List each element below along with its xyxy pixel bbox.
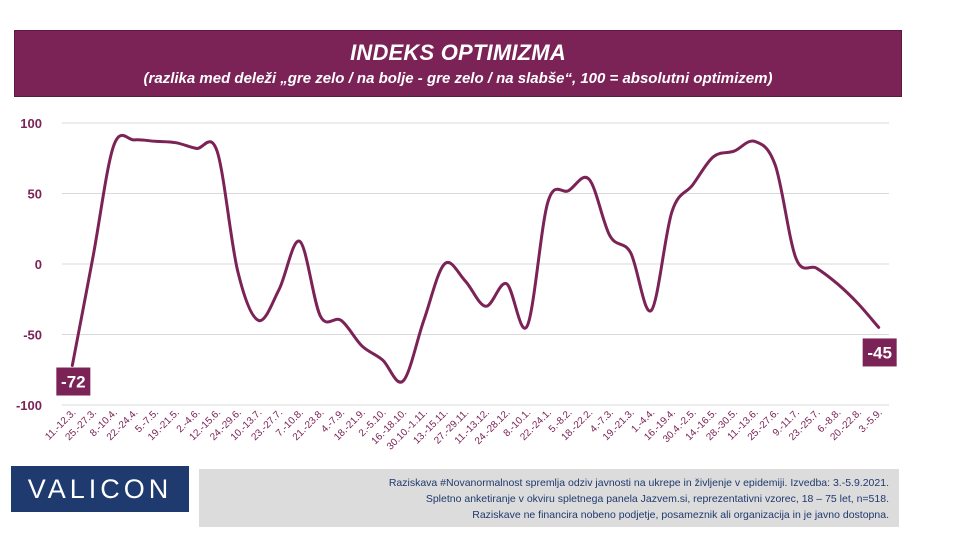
data-point: [774, 164, 777, 167]
data-point: [794, 257, 797, 260]
data-point: [877, 326, 880, 329]
data-point: [154, 140, 157, 143]
chart-subtitle: (razlika med deleži „gre zelo / na bolje…: [143, 70, 773, 87]
data-point: [174, 141, 177, 144]
data-point: [732, 150, 735, 153]
data-point: [278, 288, 281, 291]
footer-line-3: Raziskave ne financira nobeno podjetje, …: [472, 509, 889, 521]
data-point: [133, 138, 136, 141]
data-point: [381, 358, 384, 361]
data-point: [588, 178, 591, 181]
last-value-label-bg: [862, 338, 897, 367]
data-point: [319, 315, 322, 318]
last-value-label: -45: [867, 343, 892, 362]
data-point: [608, 234, 611, 237]
data-point: [484, 305, 487, 308]
data-point: [650, 309, 653, 312]
data-point: [236, 270, 239, 273]
data-point: [629, 251, 632, 254]
data-point: [71, 364, 74, 367]
data-point: [402, 380, 405, 383]
data-point: [360, 344, 363, 347]
series-line: [70, 133, 881, 384]
footer-line-1: Raziskava #Novanormalnost spremlja odziv…: [388, 477, 889, 489]
y-tick-label: 0: [35, 257, 42, 272]
data-point: [422, 319, 425, 322]
data-point: [815, 267, 818, 270]
data-point: [464, 279, 467, 282]
footer-line-2: Spletno anketiranje v okviru spletnega p…: [425, 493, 889, 505]
data-point: [92, 255, 95, 258]
line-chart: 100500-50-10011.-12.3.25.-27.3.8.-10.4.2…: [16, 116, 897, 452]
data-point: [505, 282, 508, 285]
data-point: [257, 319, 260, 322]
data-point: [670, 210, 673, 213]
data-point: [836, 282, 839, 285]
valicon-logo: VALICON: [11, 466, 189, 512]
data-point: [691, 184, 694, 187]
data-point: [526, 325, 529, 328]
y-tick-label: 50: [28, 187, 42, 202]
data-point: [546, 200, 549, 203]
y-tick-label: -50: [23, 328, 42, 343]
y-tick-label: 100: [20, 116, 42, 131]
first-value-label-bg: [56, 367, 91, 396]
data-point: [195, 147, 198, 150]
chart-title: INDEKS OPTIMIZMA: [350, 40, 566, 65]
y-tick-label: -100: [16, 398, 42, 413]
data-point: [567, 189, 570, 192]
data-point: [712, 155, 715, 158]
data-point: [298, 240, 301, 243]
data-point: [112, 144, 115, 147]
data-point: [856, 302, 859, 305]
data-point: [216, 150, 219, 153]
first-value-label: -72: [61, 373, 86, 392]
x-tick-label: 3.-5.9.: [857, 407, 885, 435]
footer-note: Raziskava #Novanormalnost spremlja odziv…: [199, 469, 899, 527]
title-banner: INDEKS OPTIMIZMA (razlika med deleži „gr…: [14, 30, 902, 97]
data-point: [340, 319, 343, 322]
data-point: [753, 140, 756, 143]
data-point: [443, 263, 446, 266]
